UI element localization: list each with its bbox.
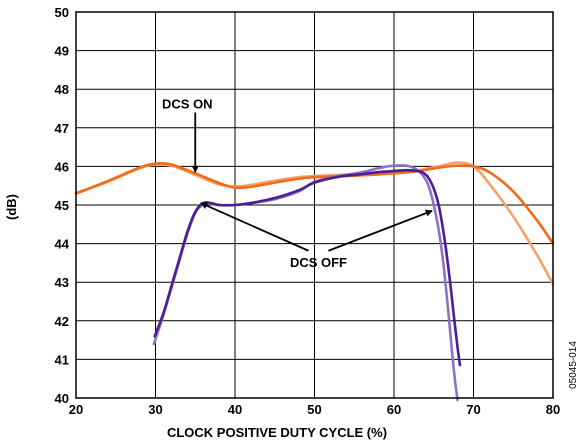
y-tick-label: 42 — [55, 314, 69, 329]
y-tick-label: 41 — [55, 352, 69, 367]
series-line-dcs-on — [74, 161, 555, 245]
annotation-label: DCS OFF — [290, 255, 347, 270]
y-tick-label: 50 — [55, 5, 69, 20]
x-tick-label: 30 — [148, 402, 162, 417]
y-tick-label: 40 — [55, 391, 69, 406]
annotations: DCS ON DCS OFF — [162, 97, 433, 270]
series-line-dcs-off — [153, 168, 462, 367]
x-tick-label: 40 — [228, 402, 242, 417]
plot-frame — [75, 11, 554, 399]
x-tick-labels: 20 30 40 50 60 70 80 — [69, 402, 560, 417]
y-tick-label: 47 — [55, 121, 69, 136]
grid-lines — [75, 11, 554, 399]
x-tick-label: 50 — [307, 402, 321, 417]
x-tick-label: 60 — [387, 402, 401, 417]
annotation-arrow — [328, 209, 433, 252]
annotation-arrow — [200, 202, 309, 252]
y-tick-label: 46 — [55, 159, 69, 174]
x-tick-label: 80 — [546, 402, 560, 417]
x-axis-title: CLOCK POSITIVE DUTY CYCLE (%) — [167, 425, 387, 440]
y-tick-label: 45 — [55, 198, 69, 213]
series-lines — [74, 161, 555, 402]
y-tick-labels: 40 41 42 43 44 45 46 47 48 49 50 — [55, 5, 70, 406]
y-tick-label: 49 — [55, 44, 69, 59]
y-tick-label: 43 — [55, 275, 69, 290]
y-axis-title: (dB) — [4, 194, 19, 220]
x-tick-label: 70 — [466, 402, 480, 417]
annotation-label: DCS ON — [162, 97, 213, 112]
y-tick-label: 48 — [55, 82, 69, 97]
figure-id: 05045-014 — [568, 341, 579, 389]
x-tick-label: 20 — [69, 402, 83, 417]
y-tick-label: 44 — [55, 237, 70, 252]
